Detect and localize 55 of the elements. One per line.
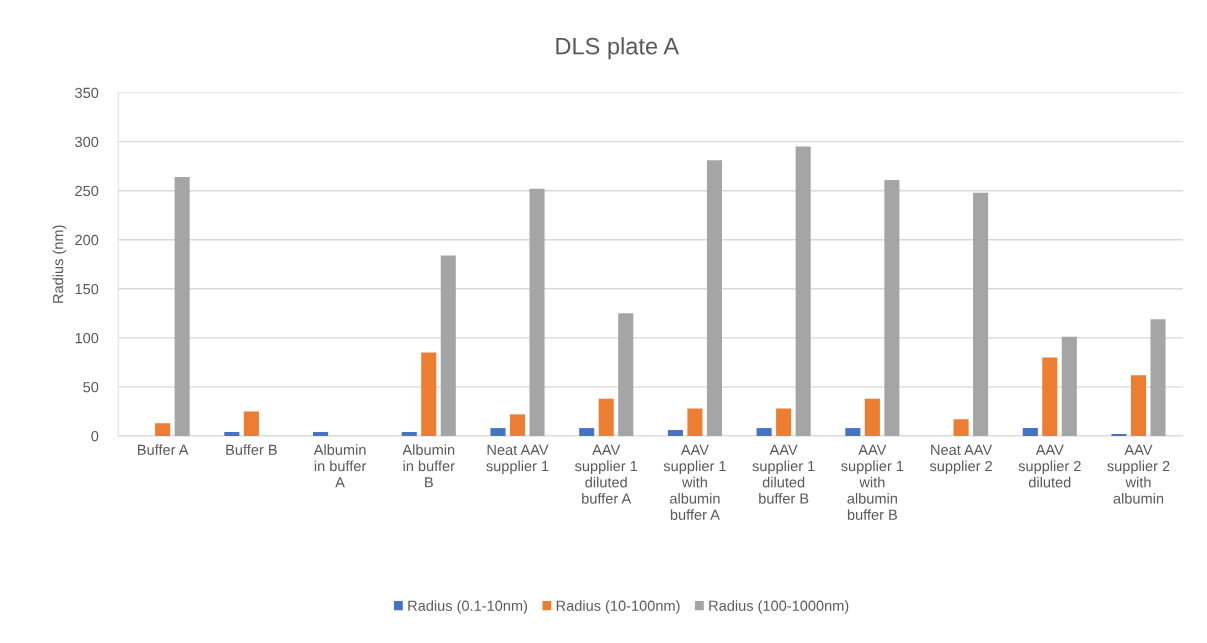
y-tick-label: 50 (83, 382, 99, 393)
x-tick-label: AAV supplier 2 with albumin (1107, 444, 1170, 504)
bar (1150, 319, 1166, 436)
bar (756, 428, 772, 436)
bar (243, 411, 259, 436)
bar (776, 408, 792, 436)
bar (421, 352, 437, 436)
bar (864, 398, 880, 436)
chart-title: DLS plate A (556, 37, 680, 60)
x-tick-label: Buffer B (226, 444, 277, 455)
x-tick-label: AAV supplier 1 with albumin buffer B (841, 444, 904, 520)
x-tick-label: Albumin in buffer B (402, 444, 455, 488)
x-tick-label: AAV supplier 1 diluted buffer B (752, 444, 815, 504)
legend-label: Radius (0.1-10nm) (408, 600, 528, 614)
bar (529, 188, 545, 436)
bar (579, 428, 595, 436)
bar (1042, 357, 1058, 436)
bar (155, 423, 171, 436)
bar (973, 192, 989, 436)
bar (313, 432, 329, 436)
y-tick-label: 300 (75, 136, 99, 148)
x-tick-label: Neat AAV supplier 1 (486, 444, 549, 475)
bar (1130, 375, 1147, 436)
bar (1022, 428, 1038, 436)
bar (706, 160, 722, 436)
legend-label: Radius (100-1000nm) (709, 600, 849, 614)
x-tick-label: Albumin in buffer A (313, 444, 367, 488)
bar (509, 414, 526, 436)
bar (224, 432, 240, 436)
y-axis-title: Radius (nm) (52, 225, 67, 303)
x-tick-label: AAV supplier 2 diluted (1018, 444, 1081, 488)
bar (618, 313, 634, 436)
bar (440, 255, 456, 436)
x-tick-label: Neat AAV supplier 2 (929, 444, 993, 475)
bar (687, 408, 703, 436)
bar (1061, 336, 1077, 436)
bar (490, 428, 506, 436)
bar (845, 428, 861, 436)
y-tick-label: 250 (75, 185, 99, 197)
x-tick-label: Buffer A (138, 444, 189, 455)
bar (401, 432, 417, 436)
bar (884, 179, 900, 436)
y-tick-label: 100 (75, 332, 99, 344)
bar (174, 176, 190, 436)
y-tick-label: 200 (75, 234, 99, 246)
y-tick-label: 0 (91, 431, 99, 442)
bar (598, 398, 614, 436)
bar (795, 146, 811, 436)
x-tick-label: AAV supplier 1 diluted buffer A (575, 444, 638, 504)
bar (953, 419, 969, 436)
y-tick-label: 150 (75, 283, 99, 295)
legend-label: Radius (10-100nm) (556, 600, 680, 614)
bar (667, 430, 683, 436)
x-tick-label: AAV supplier 1 with albumin buffer A (663, 444, 726, 520)
y-tick-label: 350 (75, 87, 99, 99)
